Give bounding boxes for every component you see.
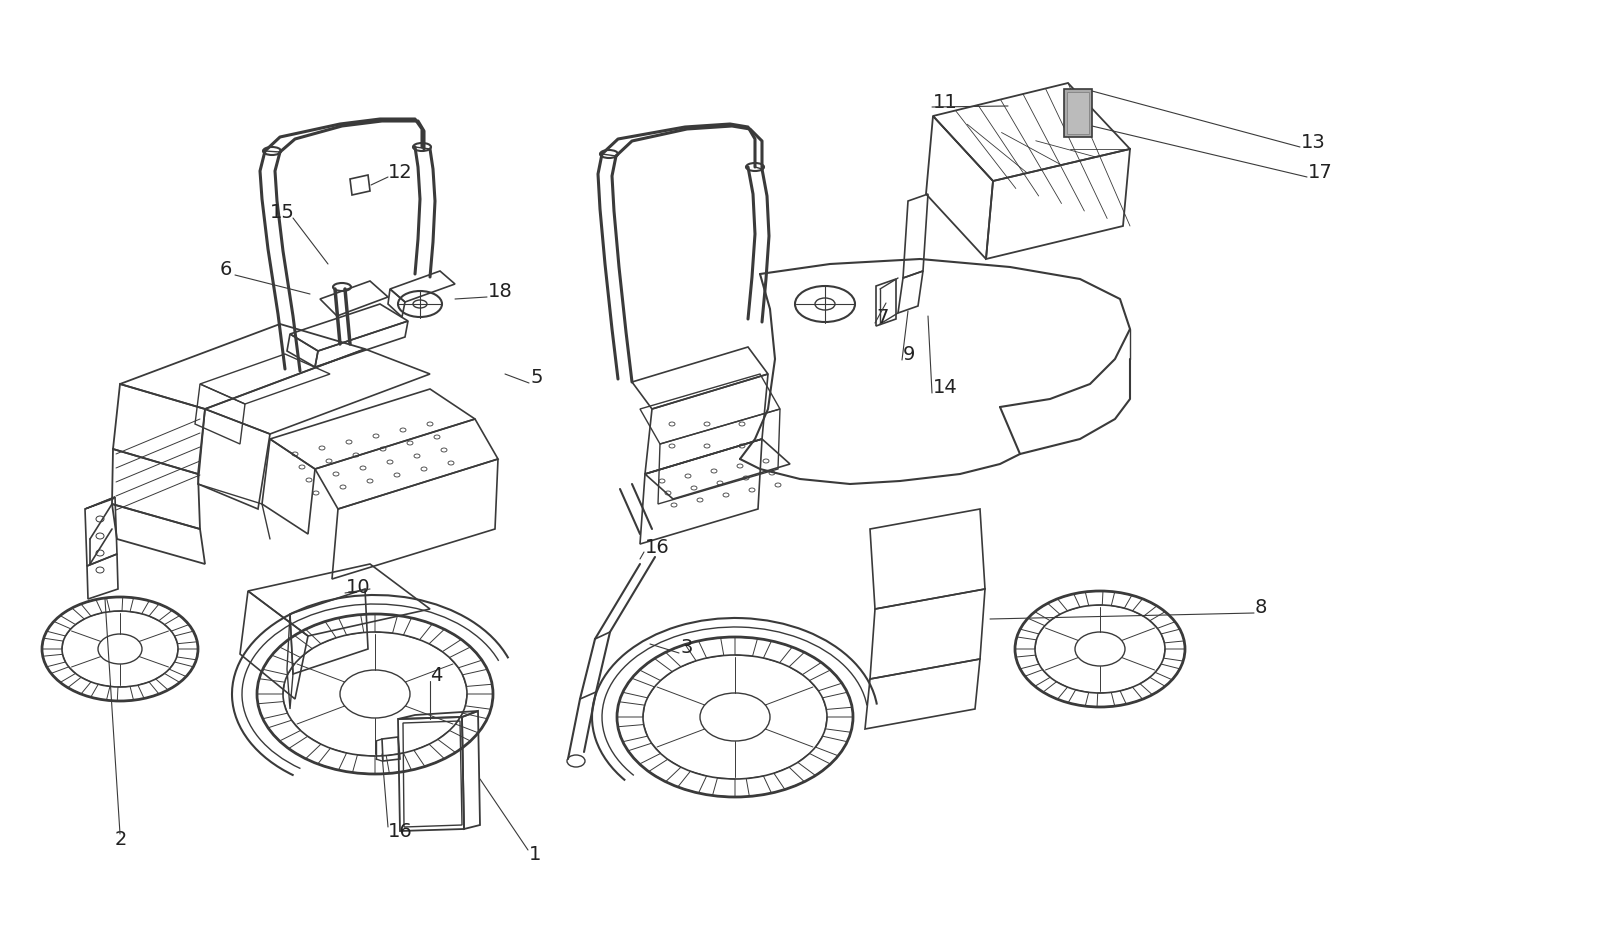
Text: 18: 18 <box>488 282 512 301</box>
Text: 4: 4 <box>430 665 442 684</box>
Text: 6: 6 <box>221 260 232 279</box>
Text: 16: 16 <box>645 538 670 557</box>
Text: 16: 16 <box>387 822 413 841</box>
Text: 14: 14 <box>933 378 958 397</box>
Text: 3: 3 <box>680 638 693 657</box>
Text: 12: 12 <box>387 163 413 181</box>
Text: 17: 17 <box>1309 163 1333 181</box>
Text: 15: 15 <box>270 204 294 222</box>
Text: 1: 1 <box>530 844 541 863</box>
Text: 2: 2 <box>115 829 128 848</box>
Text: 11: 11 <box>933 92 958 111</box>
Text: 9: 9 <box>902 346 915 364</box>
Text: 7: 7 <box>877 308 888 327</box>
Text: 8: 8 <box>1254 598 1267 617</box>
Text: 5: 5 <box>530 368 542 387</box>
Text: 10: 10 <box>346 578 371 597</box>
Bar <box>1067 93 1090 135</box>
Bar <box>1064 89 1091 138</box>
Text: 13: 13 <box>1301 132 1326 151</box>
